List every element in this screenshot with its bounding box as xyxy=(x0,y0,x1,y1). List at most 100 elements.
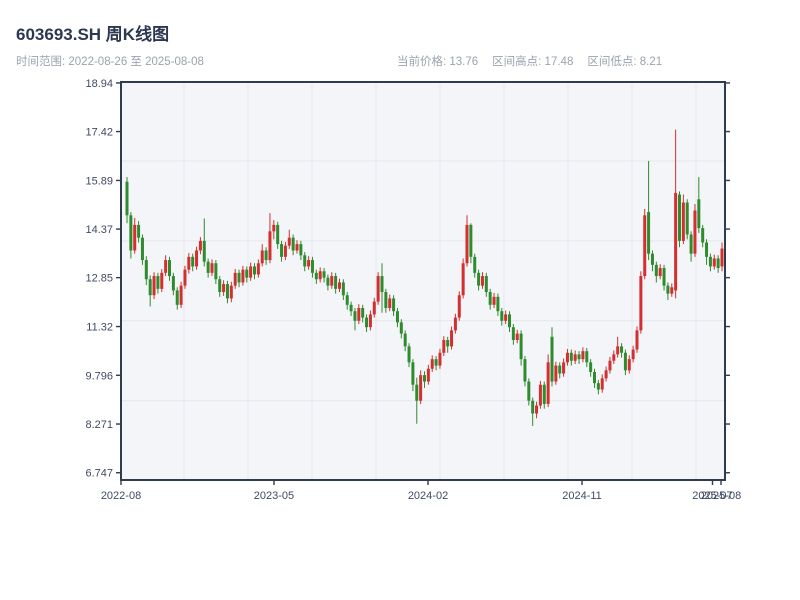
candle-body xyxy=(349,304,353,312)
candle-body xyxy=(334,276,338,289)
candle-body xyxy=(156,276,160,289)
candle-body xyxy=(701,228,705,243)
candle-body xyxy=(303,255,307,267)
candle-body xyxy=(357,308,361,321)
candle-body xyxy=(666,285,670,294)
x-tick-label: 2023-05 xyxy=(254,490,294,502)
candle-body xyxy=(411,362,415,385)
candle-body xyxy=(160,272,164,289)
candle-body xyxy=(461,263,465,296)
candle-body xyxy=(697,199,701,229)
candle-body xyxy=(280,244,284,257)
candle-body xyxy=(511,327,515,340)
candle-body xyxy=(504,314,508,321)
candle-body xyxy=(237,272,241,283)
candle-body xyxy=(627,359,631,371)
candle-body xyxy=(658,268,662,277)
candle-body xyxy=(705,242,709,257)
plot-background xyxy=(121,82,725,480)
candle-body xyxy=(600,378,604,390)
candle-body xyxy=(392,298,396,312)
candle-body xyxy=(720,248,724,267)
candle-body xyxy=(419,375,423,401)
candle-body xyxy=(384,292,388,309)
candle-body xyxy=(179,285,183,305)
candle-body xyxy=(577,354,581,360)
candle-body xyxy=(430,359,434,369)
candle-body xyxy=(480,276,484,286)
candle-body xyxy=(395,311,399,323)
candle-body xyxy=(423,375,426,382)
candle-body xyxy=(678,194,681,241)
x-tick-label: 2025-08 xyxy=(701,490,741,502)
candle-body xyxy=(198,240,202,251)
candle-body xyxy=(492,296,496,305)
candle-body xyxy=(210,263,214,273)
candle-body xyxy=(175,290,179,305)
candle-body xyxy=(508,314,511,328)
candle-body xyxy=(573,354,577,361)
candle-body xyxy=(685,202,689,235)
candle-body xyxy=(399,322,403,334)
candle-body xyxy=(407,346,411,363)
candle-body xyxy=(531,400,535,414)
candle-body xyxy=(388,298,392,309)
candle-body xyxy=(674,192,678,291)
candle-body xyxy=(477,272,481,286)
candle-body xyxy=(650,253,654,265)
candle-body xyxy=(222,284,226,293)
axis-ticks xyxy=(116,82,730,485)
candle-body xyxy=(365,317,369,328)
candle-body xyxy=(148,279,152,296)
candle-body xyxy=(608,360,612,371)
candle-body xyxy=(442,339,446,353)
candle-body xyxy=(519,333,523,360)
candle-body xyxy=(376,276,380,302)
candle-body xyxy=(140,237,144,261)
candle-body xyxy=(681,202,685,241)
candle-body xyxy=(307,260,311,267)
candle-body xyxy=(272,224,276,232)
candle-body xyxy=(623,352,627,371)
candle-body xyxy=(264,250,268,261)
candle-body xyxy=(171,276,175,291)
y-tick-label: 11.32 xyxy=(86,322,113,334)
candle-body xyxy=(546,362,550,404)
candle-body xyxy=(558,365,562,374)
candle-body xyxy=(565,352,569,363)
candle-body xyxy=(338,282,341,289)
axis-labels: 18.94 17.42 15.89 14.37 12.85 11.32 9.796 8.271… xyxy=(85,78,741,502)
candle-body xyxy=(372,301,376,315)
candle-body xyxy=(527,381,531,401)
candle-body xyxy=(562,362,566,374)
candle-body xyxy=(488,292,492,305)
candle-body xyxy=(314,272,318,280)
candle-body xyxy=(241,269,245,283)
candle-body xyxy=(299,244,303,256)
candle-body xyxy=(639,276,643,331)
candle-body xyxy=(635,330,639,350)
candle-body xyxy=(465,224,469,264)
axis-spines xyxy=(120,81,726,481)
candle-body xyxy=(593,371,596,384)
candle-body xyxy=(662,268,666,286)
candle-body xyxy=(225,284,229,299)
candle-body xyxy=(260,250,264,264)
candle-body xyxy=(457,295,461,318)
candle-body xyxy=(446,339,450,347)
candle-body xyxy=(214,263,218,280)
stat-current-price: 当前价格: 13.76 xyxy=(397,56,479,68)
candle-body xyxy=(249,266,253,278)
x-tick-label: 2024-11 xyxy=(562,490,602,502)
candle-body xyxy=(643,215,647,277)
candle-body xyxy=(535,405,539,414)
candle-body xyxy=(380,276,384,293)
candle-body xyxy=(612,354,616,361)
y-tick-label: 18.94 xyxy=(85,78,113,90)
candle-body xyxy=(604,370,608,379)
candle-body xyxy=(287,237,291,246)
y-tick-label: 14.37 xyxy=(85,224,113,236)
candle-body xyxy=(168,260,171,277)
candle-body xyxy=(137,224,141,238)
